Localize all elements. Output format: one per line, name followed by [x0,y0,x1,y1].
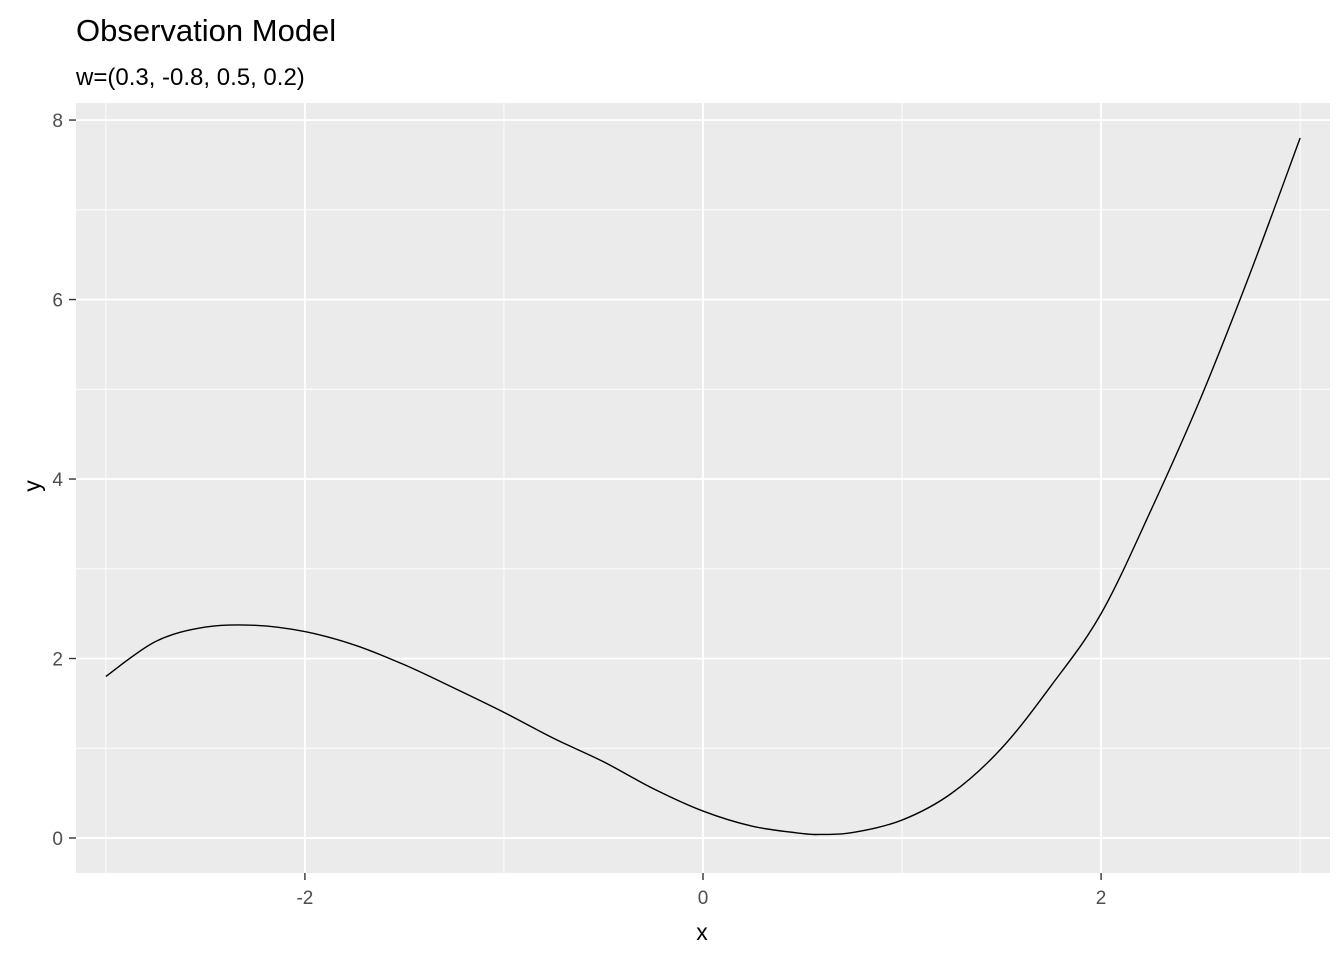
chart-title: Observation Model [76,13,336,48]
x-tick-label: -2 [296,888,313,909]
series-line [105,137,1301,836]
y-tick-label: 0 [52,829,63,850]
y-axis: 0 2 4 6 8 [52,111,76,850]
y-tick-label: 8 [52,111,63,132]
chart-subtitle: w=(0.3, -0.8, 0.5, 0.2) [75,64,305,91]
x-tick-label: 0 [698,888,709,909]
x-axis-title: x [696,919,708,945]
x-axis: -2 0 2 [296,873,1106,909]
y-tick-label: 4 [52,470,63,491]
major-gridlines [76,103,1330,873]
y-tick-label: 6 [52,291,63,312]
y-axis-title: y [19,480,45,492]
x-tick-label: 2 [1096,888,1107,909]
y-tick-label: 2 [52,650,63,671]
